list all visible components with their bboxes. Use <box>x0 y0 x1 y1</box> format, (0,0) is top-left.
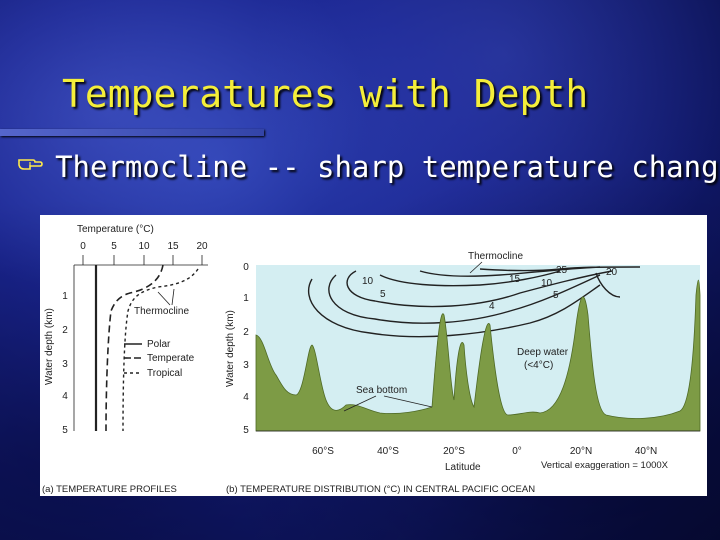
sea-bottom-label: Sea bottom <box>356 385 407 396</box>
temp-tick-label: 15 <box>167 241 179 252</box>
bullet-item: Thermocline -- sharp temperature change <box>18 150 720 184</box>
panel-a: Temperature (°C) 0 5 10 15 20 1 2 3 4 5 … <box>42 224 208 495</box>
pointing-hand-icon <box>18 153 44 175</box>
caption-a: (a) TEMPERATURE PROFILES <box>42 484 177 495</box>
thermocline-label-a: Thermocline <box>134 306 189 317</box>
vertical-exaggeration-note: Vertical exaggeration = 1000X <box>541 460 669 471</box>
depth-tick-label: 3 <box>62 359 68 370</box>
isotherm-label: 10 <box>541 278 553 289</box>
depth-tick-label: 3 <box>243 360 249 371</box>
isotherm-label: 10 <box>362 276 374 287</box>
legend-label: Temperate <box>147 353 195 364</box>
thermocline-pointer <box>171 288 175 306</box>
depth-tick-label: 2 <box>243 327 249 338</box>
legend-label: Polar <box>147 339 171 350</box>
isotherm-label: 20 <box>606 267 618 278</box>
temp-tick-label: 20 <box>196 241 208 252</box>
depth-tick-label: 4 <box>62 391 68 402</box>
lat-tick-label: 40°S <box>377 446 399 457</box>
isotherm-label: 4 <box>489 301 495 312</box>
lat-tick-label: 20°N <box>570 446 592 457</box>
thermocline-figure: Temperature (°C) 0 5 10 15 20 1 2 3 4 5 … <box>40 215 707 496</box>
depth-tick-label: 0 <box>243 262 249 273</box>
depth-tick-label: 4 <box>243 392 249 403</box>
depth-axis-label: Water depth (km) <box>44 308 55 385</box>
lat-tick-label: 20°S <box>443 446 465 457</box>
depth-tick-label: 1 <box>62 291 68 302</box>
thermocline-label-b: Thermocline <box>468 251 523 262</box>
depth-tick-label: 5 <box>62 425 68 436</box>
latitude-axis-label: Latitude <box>445 462 481 473</box>
sea-bottom-pointer <box>383 395 433 408</box>
tropical-profile-line <box>122 268 199 432</box>
lat-tick-label: 40°N <box>635 446 657 457</box>
depth-tick-label: 2 <box>62 325 68 336</box>
temp-tick-label: 10 <box>138 241 150 252</box>
bullet-text: Thermocline -- sharp temperature change <box>55 150 720 184</box>
deep-water-label: Deep water <box>517 347 569 358</box>
lat-tick-label: 0° <box>512 446 522 457</box>
sea-bottom-pointer <box>343 395 377 412</box>
title-underline <box>0 129 264 136</box>
slide-title: Temperatures with Depth <box>62 72 589 116</box>
isotherm-label: 5 <box>380 289 386 300</box>
thermocline-pointer-b <box>469 261 483 274</box>
caption-b: (b) TEMPERATURE DISTRIBUTION (°C) IN CEN… <box>226 484 535 495</box>
temperature-axis-title: Temperature (°C) <box>77 224 154 235</box>
isotherm-label: 25 <box>556 265 568 276</box>
depth-tick-label: 1 <box>243 293 249 304</box>
temp-tick-label: 5 <box>111 241 117 252</box>
isotherm-label: 5 <box>553 290 559 301</box>
sea-floor <box>255 279 701 432</box>
isotherm-label: 15 <box>509 274 521 285</box>
deep-water-label: (<4°C) <box>524 360 553 371</box>
depth-axis-label-b: Water depth (km) <box>225 310 236 387</box>
lat-tick-label: 60°S <box>312 446 334 457</box>
depth-tick-label: 5 <box>243 425 249 436</box>
panel-b: Water depth (km) 0 1 2 3 4 5 10 5 15 25 … <box>225 251 701 495</box>
legend-label: Tropical <box>147 368 182 379</box>
temp-tick-label: 0 <box>80 241 86 252</box>
thermocline-pointer <box>157 291 171 306</box>
temperate-profile-line <box>105 264 164 432</box>
